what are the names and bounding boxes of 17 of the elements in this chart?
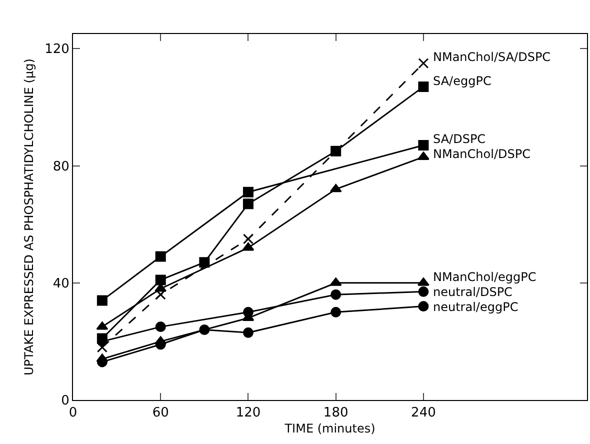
x-tick-label: 60 [152, 406, 169, 421]
series-label: SA/DSPC [433, 132, 486, 146]
series-label: NManChol/DSPC [433, 147, 530, 161]
y-tick-label: 0 [61, 394, 70, 409]
x-tick-label: 240 [411, 406, 436, 421]
series-label: NManChol/eggPC [433, 270, 536, 284]
y-axis-title: UPTAKE EXPRESSED AS PHOSPHATIDYLCHOLINE (µg) [22, 58, 36, 376]
series-label: neutral/DSPC [433, 285, 512, 299]
y-tick-label: 80 [52, 159, 70, 174]
series-label: NManChol/SA/DSPC [433, 50, 551, 64]
y-tick-label: 120 [44, 42, 70, 58]
y-tick-label: 40 [52, 276, 70, 292]
x-tick-label: 180 [323, 406, 348, 421]
x-axis-title: TIME (minutes) [284, 422, 376, 436]
series-label: SA/eggPC [433, 74, 492, 88]
series-label: neutral/eggPC [433, 300, 518, 314]
x-tick-label: 120 [236, 406, 261, 421]
